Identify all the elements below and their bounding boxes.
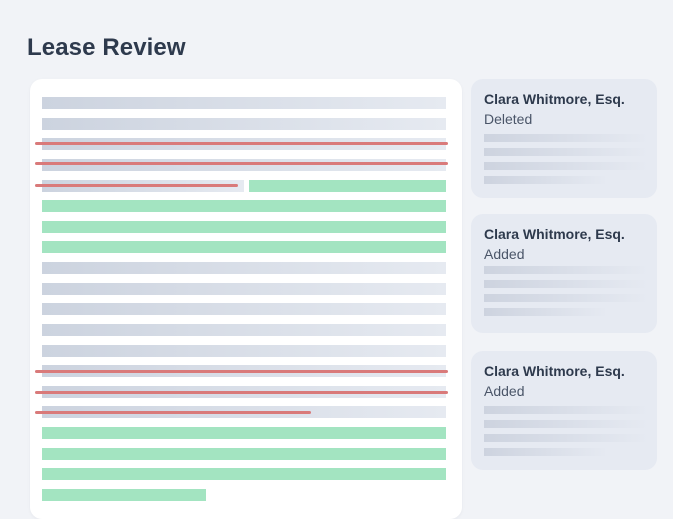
- comment-status: Added: [484, 246, 525, 262]
- comment-text-line: [484, 266, 649, 274]
- comment-text-line: [484, 420, 649, 428]
- deletion-strike: [35, 411, 311, 414]
- document-panel: [30, 79, 462, 519]
- text-line: [42, 118, 446, 130]
- comment-author: Clara Whitmore, Esq.: [484, 91, 625, 107]
- comment-text-line: [484, 148, 649, 156]
- added-text-line[interactable]: [42, 489, 206, 501]
- text-line: [42, 262, 446, 274]
- added-text-line[interactable]: [42, 200, 446, 212]
- deletion-strike: [35, 142, 448, 145]
- comment-status: Added: [484, 383, 525, 399]
- text-line: [42, 283, 446, 295]
- page-title: Lease Review: [27, 34, 186, 61]
- comment-text-line: [484, 280, 649, 288]
- comment-card[interactable]: Clara Whitmore, Esq. Added: [471, 351, 657, 470]
- comment-text-line: [484, 448, 608, 456]
- comment-text-line: [484, 308, 608, 316]
- added-text-line[interactable]: [42, 241, 446, 253]
- deletion-strike: [35, 184, 238, 187]
- added-text-line[interactable]: [249, 180, 446, 192]
- text-line: [42, 345, 446, 357]
- comment-text-line: [484, 434, 649, 442]
- deletion-strike: [35, 391, 448, 394]
- comment-author: Clara Whitmore, Esq.: [484, 226, 625, 242]
- text-line: [42, 303, 446, 315]
- comment-text-line: [484, 162, 649, 170]
- comment-status: Deleted: [484, 111, 533, 127]
- comment-author: Clara Whitmore, Esq.: [484, 363, 625, 379]
- deletion-strike: [35, 370, 448, 373]
- added-text-line[interactable]: [42, 448, 446, 460]
- added-text-line[interactable]: [42, 468, 446, 480]
- comment-text-line: [484, 294, 649, 302]
- deleted-text-line[interactable]: [42, 159, 446, 171]
- comment-card[interactable]: Clara Whitmore, Esq. Added: [471, 214, 657, 333]
- comment-text-line: [484, 176, 608, 184]
- comment-card[interactable]: Clara Whitmore, Esq. Deleted: [471, 79, 657, 198]
- deletion-strike: [35, 162, 448, 165]
- comment-text-line: [484, 134, 649, 142]
- text-line: [42, 97, 446, 109]
- added-text-line[interactable]: [42, 221, 446, 233]
- added-text-line[interactable]: [42, 427, 446, 439]
- text-line: [42, 324, 446, 336]
- comment-text-line: [484, 406, 649, 414]
